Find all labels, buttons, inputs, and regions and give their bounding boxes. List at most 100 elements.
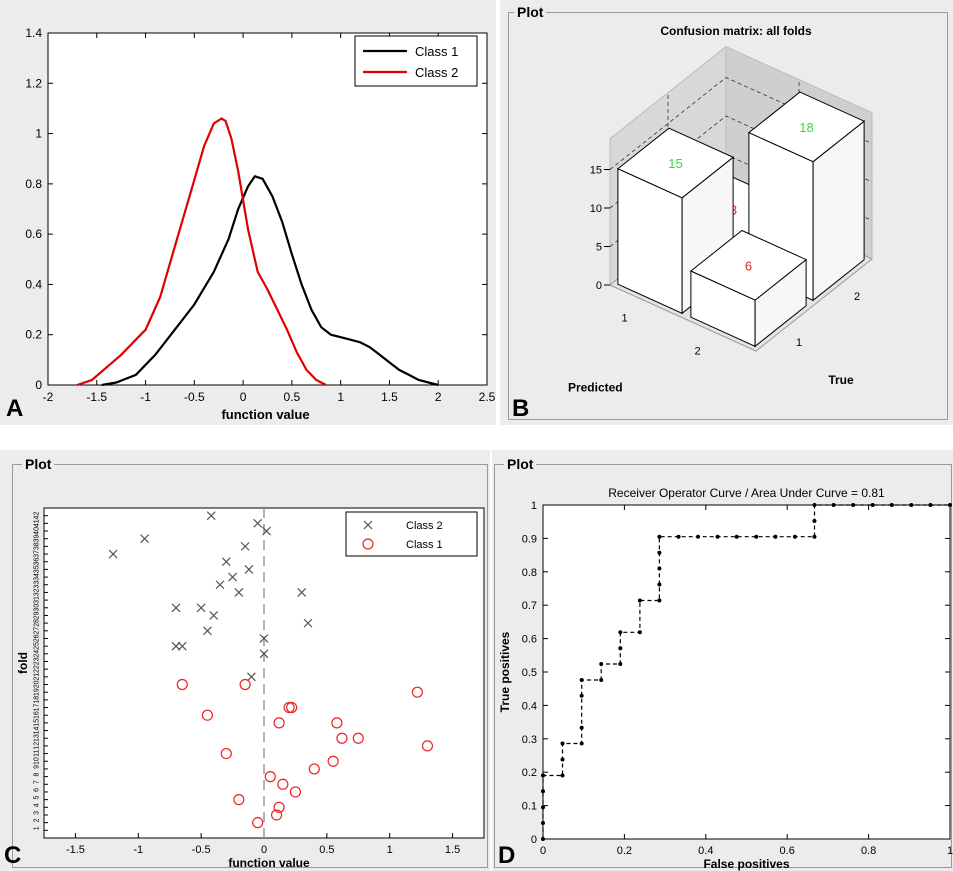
y-tick-label: 27 [34,627,41,635]
data-point-circle [201,709,214,721]
x-tick-label: -1 [140,390,151,404]
roc-point [541,820,545,825]
roc-point [560,773,565,778]
roc-point [696,534,701,539]
x-axis-label: Predicted [568,380,623,394]
true-tick-label: 2 [854,291,860,303]
y-tick-label: 26 [34,634,41,642]
y-tick-label: 0.6 [25,227,42,241]
y-tick-label: 0.6 [522,634,537,646]
y-tick-label: 6 [34,788,41,792]
y-tick-label: 32 [34,588,41,596]
marker-stroke [259,634,269,643]
roc-point [657,566,662,571]
x-tick-label: 1 [337,390,344,404]
legend-box [354,35,478,87]
data-point-x [196,603,206,613]
data-point-x [171,603,181,613]
data-point-x [171,641,181,651]
data-point-x [228,572,237,582]
data-point-x [244,564,254,574]
data-point-x [140,534,149,544]
y-tick-label: 30 [34,604,41,612]
y-tick-label: 39 [34,535,41,543]
y-tick-label: 34 [33,573,40,581]
data-point-circle [411,686,423,698]
y-tick-label: 37 [34,550,41,558]
roc-point [618,646,623,651]
roc-point [579,678,584,683]
y-tick-label: 23 [34,657,41,665]
data-point-x [303,618,313,628]
roc-point [579,741,584,746]
y-tick-label: 40 [34,527,41,535]
roc-point [754,534,759,539]
plot-group-d-label: Plot [504,456,537,472]
y-tick-label: 20 [34,680,41,688]
roc-point [657,550,662,555]
x-tick-label: -1.5 [66,844,85,856]
data-point-x [209,611,219,620]
true-tick-label: 1 [796,337,802,349]
roc-point [599,661,604,666]
panel-c: Plot -1.5 -1 -0.5 0 0.5 1 1.5 1 2 3 4 5 6 7 8 9 10 11 12 13… [0,450,490,871]
y-tick-label: 21 [34,673,41,681]
data-point-x [203,626,212,636]
data-point-circle [239,678,251,691]
x-tick-label: 1 [947,845,953,857]
roc-point [889,503,894,507]
marker-stroke [234,587,244,597]
y-tick-label: 41 [34,519,41,527]
marker-stroke [206,511,216,521]
plot-group-c-label: Plot [22,456,55,472]
marker-stroke [297,587,307,597]
marker-stroke [171,603,181,613]
y-tick-label: 0 [35,378,42,392]
marker-stroke [215,580,225,590]
y-tick-label: 38 [34,542,41,550]
predicted-tick-label: 1 [621,313,627,325]
x-tick-label: 0.5 [284,390,301,404]
plot-group-b-label: Plot [514,4,547,20]
y-tick-label: 12 [34,742,41,750]
y-tick-label: 42 [34,512,41,520]
data-point-x [240,541,250,551]
roc-point [579,725,584,730]
data-point-x [259,649,269,659]
data-point-x [234,587,244,597]
data-point-circle [273,717,285,729]
z-tick-label: 0 [596,280,602,292]
roc-point [812,534,817,539]
bar-face-top [747,91,866,163]
x-tick-label: 0.6 [780,845,795,857]
series-line-1 [101,175,439,387]
y-tick-label: 1 [35,127,42,141]
roc-point [560,741,565,746]
y-tick-label: 0.4 [522,700,537,712]
roc-point [541,837,545,841]
roc-point [618,630,623,635]
y-axis-label: fold [16,652,30,674]
y-tick-label: 1.4 [25,26,42,40]
x-tick-label: 0.2 [617,845,632,857]
roc-point [909,503,914,507]
data-point-circle [421,740,434,752]
chart-title: Confusion matrix: all folds [660,24,812,38]
x-tick-label: 2.5 [479,390,496,404]
roc-point [541,773,545,778]
predicted-tick-label: 2 [694,346,700,358]
x-tick-label: 0 [540,845,546,857]
roc-point [579,693,584,698]
y-tick-label: 1 [531,500,537,512]
y-tick-label: 4 [34,803,41,807]
y-tick-label: 2 [34,819,41,823]
data-point-x [297,587,307,597]
y-tick-label: 18 [34,696,41,704]
marker-stroke [303,618,313,628]
data-point-circle [362,538,374,550]
roc-point [831,503,836,507]
y-tick-label: 36 [34,558,41,566]
roc-curve-line [542,504,950,839]
y-tick-label: 25 [34,642,41,650]
y-axis-label: True positives [498,631,512,712]
